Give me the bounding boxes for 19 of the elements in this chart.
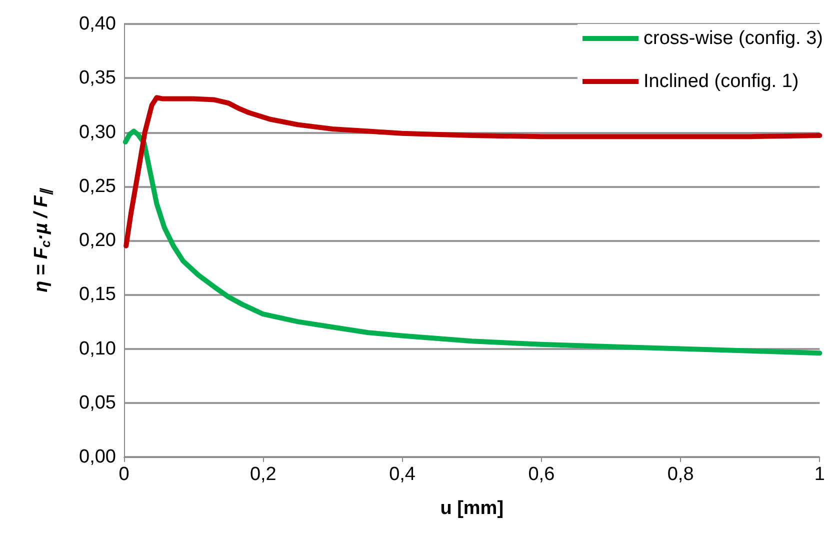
y-tick-label: 0,20 xyxy=(79,230,116,251)
x-axis-title: u [mm] xyxy=(440,498,504,519)
y-tick-label: 0,15 xyxy=(79,284,116,306)
x-tick-label: 0,8 xyxy=(667,464,694,485)
y-tick-label: 0,25 xyxy=(79,176,116,197)
y-tick-label: 0,40 xyxy=(79,14,116,34)
y-tick-label: 0,10 xyxy=(79,338,116,360)
x-tick-label: 0 xyxy=(118,464,130,485)
x-tick-label: 0,6 xyxy=(528,464,555,485)
legend-label: Inclined (config. 1) xyxy=(644,71,799,92)
x-tick-label: 0,4 xyxy=(389,464,416,485)
y-tick-label: 0,05 xyxy=(79,392,116,414)
y-tick-label: 0,30 xyxy=(79,122,116,143)
y-tick-label: 0,35 xyxy=(79,68,116,89)
legend-label: cross-wise (config. 3) xyxy=(644,28,824,49)
y-axis-title: η = Fc·µ / F∥ xyxy=(31,188,54,292)
x-tick-label: 1 xyxy=(814,464,826,485)
y-tick-label: 0,00 xyxy=(79,446,116,468)
x-tick-label: 0,2 xyxy=(250,464,276,485)
